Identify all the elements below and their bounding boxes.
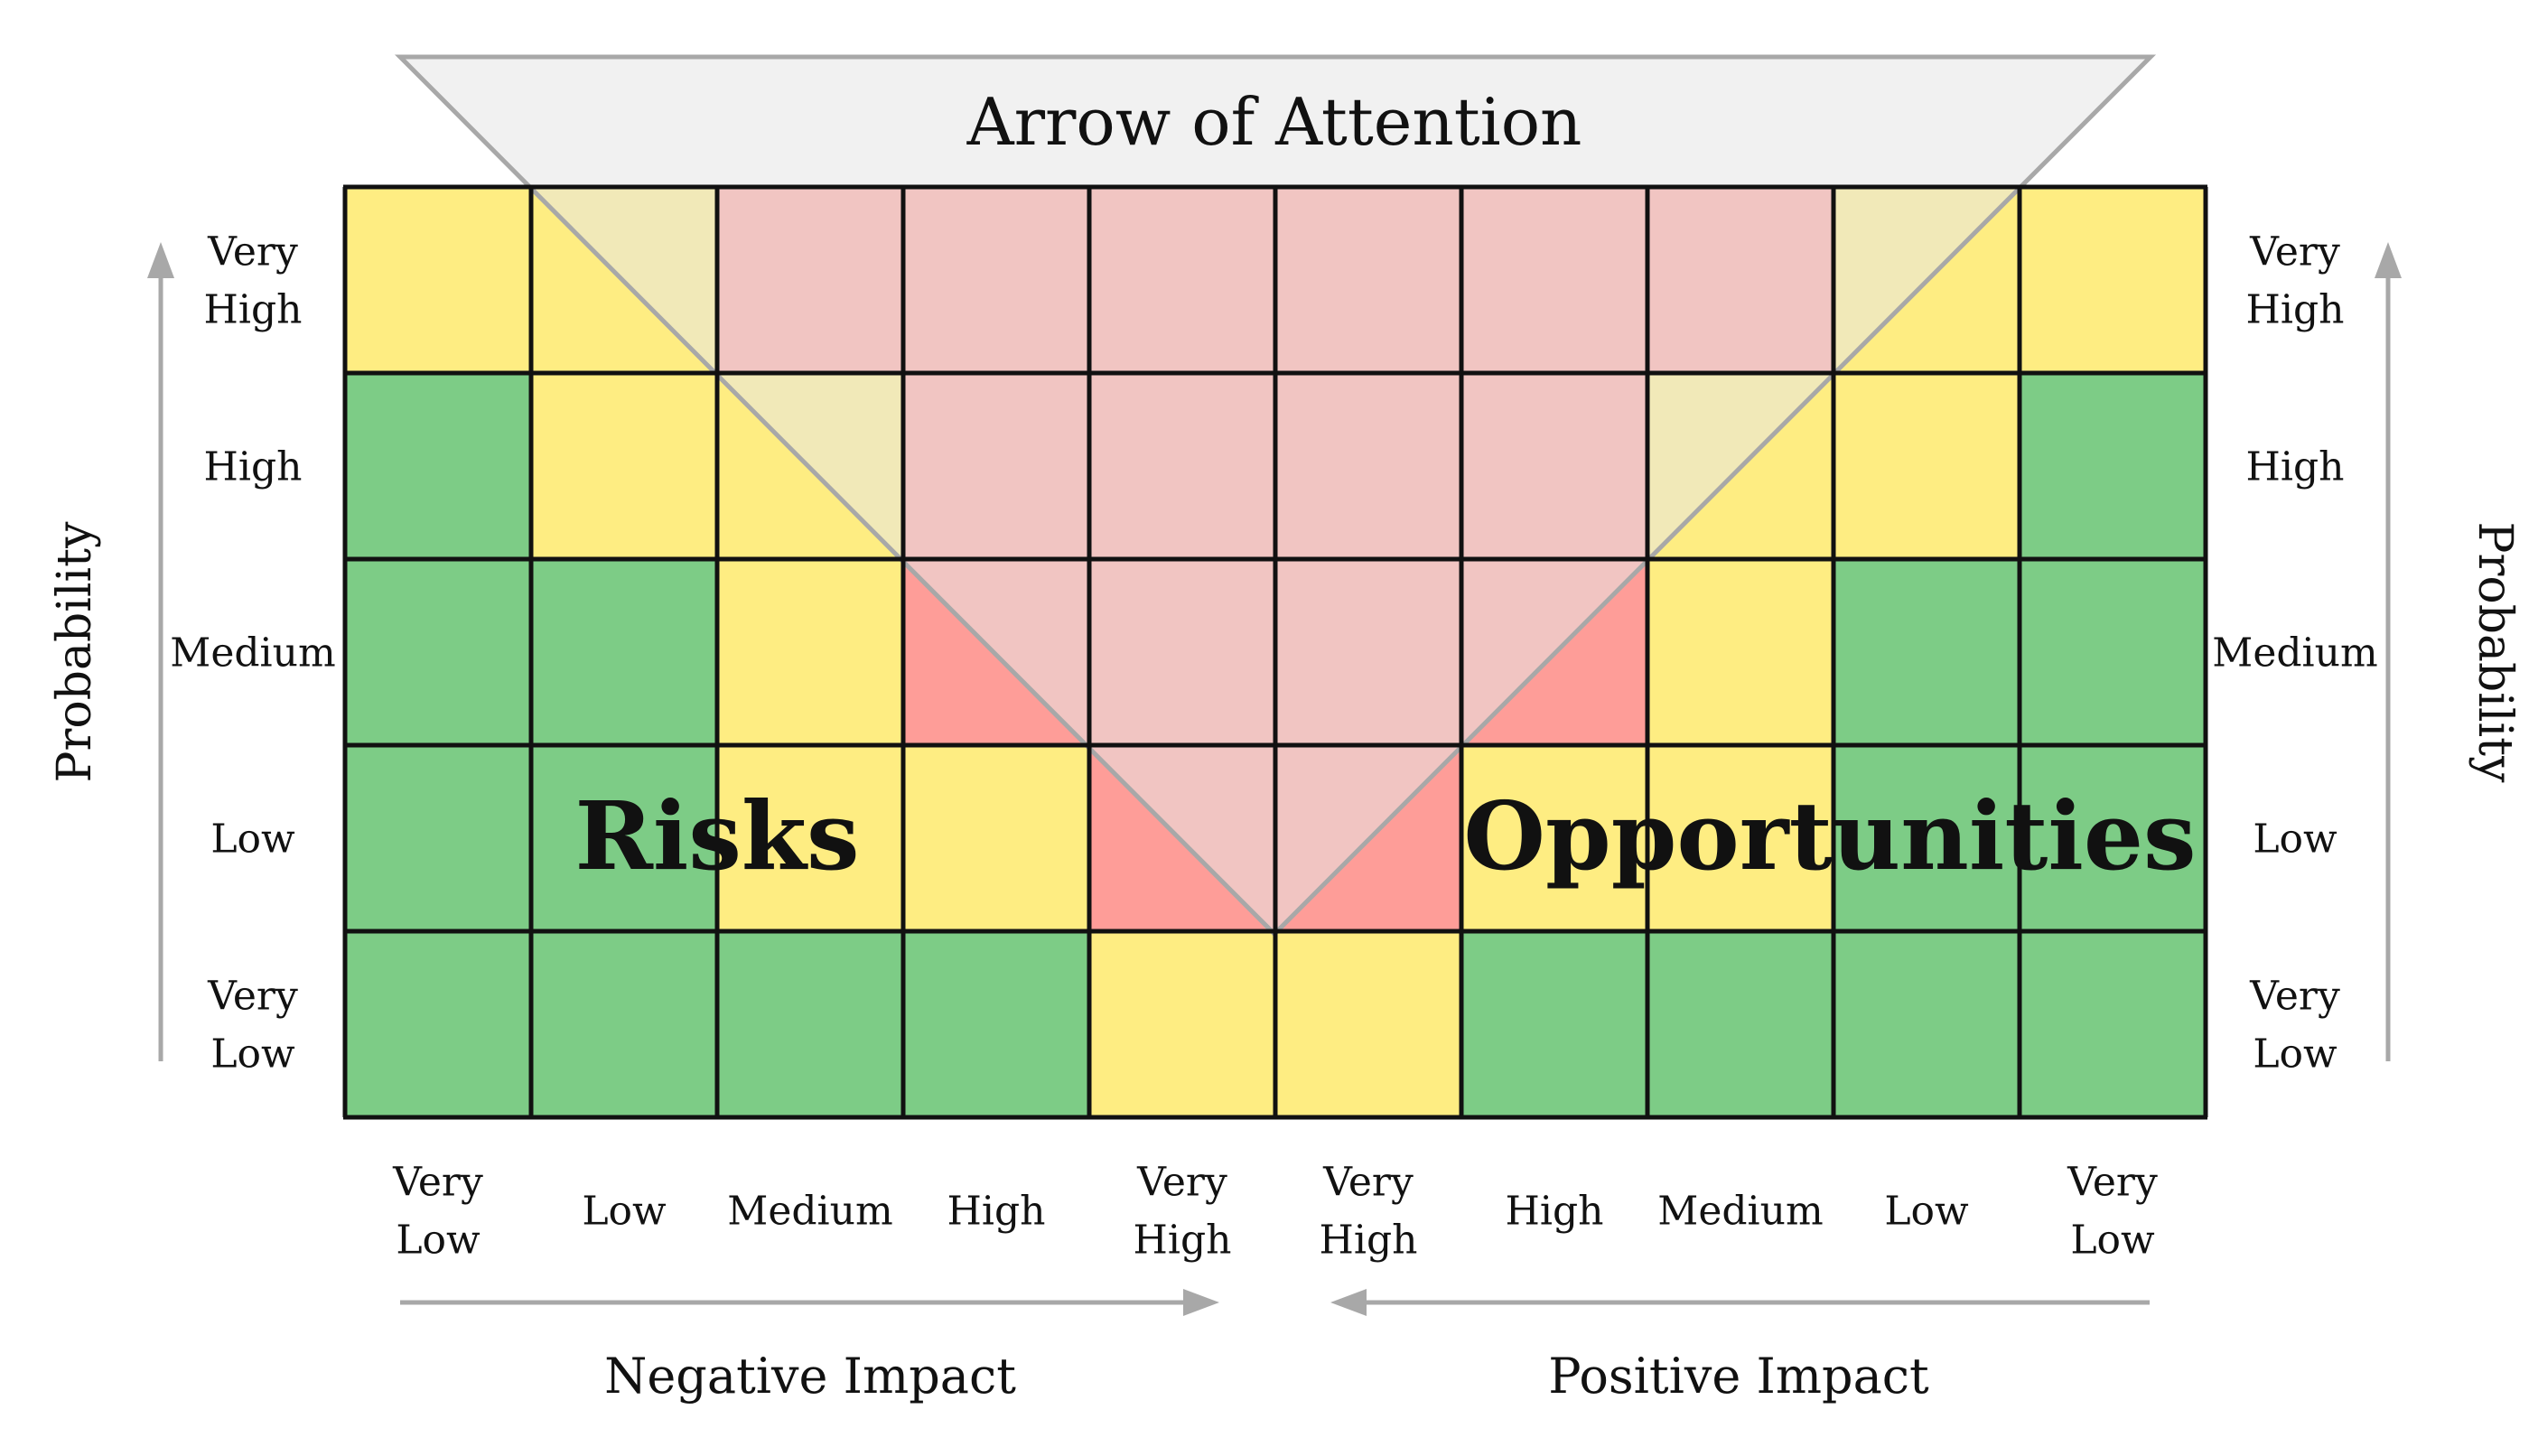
opportunities-label: Opportunities — [1463, 780, 2196, 891]
matrix-cell — [345, 931, 531, 1117]
probability-label-left: High — [204, 443, 303, 490]
impact-label: High — [1506, 1188, 1604, 1234]
probability-label-right-line: Low — [2253, 816, 2337, 862]
matrix-labels: Very High Very High High High Medium Medium Low L… — [48, 84, 2522, 1405]
matrix-cell — [1647, 559, 1834, 745]
impact-label-line: Very — [1322, 1159, 1414, 1205]
probability-arrow-right — [2375, 242, 2402, 1061]
probability-arrow-left-head — [147, 242, 174, 278]
impact-label-line: Very — [2067, 1159, 2158, 1205]
impact-label-line: Medium — [727, 1188, 892, 1234]
axis-arrows — [147, 242, 2402, 1316]
positive-impact-arrow-head — [1330, 1289, 1367, 1316]
title: Arrow of Attention — [966, 84, 1582, 160]
matrix-cell — [1647, 745, 1834, 931]
probability-label-left-line: High — [204, 443, 303, 490]
probability-label-right-line: Low — [2253, 1031, 2337, 1077]
probability-label-right-line: Very — [2249, 973, 2340, 1019]
impact-label: Very Low — [392, 1159, 483, 1263]
impact-label-line: Low — [396, 1217, 481, 1263]
probability-label-left-line: Medium — [170, 630, 335, 676]
probability-label-right-line: Very — [2249, 229, 2340, 275]
probability-label-left: Very Low — [207, 973, 298, 1077]
matrix-cell — [1275, 931, 1461, 1117]
impact-label: Low — [1884, 1188, 1969, 1234]
matrix-cell — [345, 373, 531, 559]
matrix-cell — [1834, 559, 2020, 745]
matrix-cell — [1834, 745, 2020, 931]
matrix-cell — [1089, 931, 1275, 1117]
probability-arrow-left — [147, 242, 174, 1061]
probability-label-right: Very Low — [2249, 973, 2340, 1077]
matrix-cell — [2020, 373, 2206, 559]
matrix-cell — [345, 745, 531, 931]
impact-label: High — [947, 1188, 1046, 1234]
matrix-grid-lines — [342, 184, 2208, 1120]
matrix-cell — [1461, 745, 1647, 931]
matrix-cell — [531, 745, 717, 931]
probability-label-right: Very High — [2246, 229, 2345, 332]
probability-label-left: Medium — [170, 630, 335, 676]
matrix-cell — [1461, 931, 1647, 1117]
impact-label: Medium — [1657, 1188, 1823, 1234]
risks-label: Risks — [574, 780, 859, 891]
impact-label-line: Low — [1884, 1188, 1969, 1234]
impact-label-line: High — [1134, 1217, 1232, 1263]
matrix-cell — [531, 931, 717, 1117]
impact-label: Very High — [1320, 1159, 1418, 1263]
matrix-cell — [345, 187, 531, 373]
impact-label: Very Low — [2067, 1159, 2158, 1263]
probability-label-right-line: High — [2246, 286, 2345, 332]
matrix-cell — [1647, 931, 1834, 1117]
probability-label-left-line: Low — [210, 816, 295, 862]
matrix-cell — [2020, 745, 2206, 931]
impact-label-line: High — [1320, 1217, 1418, 1263]
probability-label-left-line: Very — [207, 973, 298, 1019]
probability-label-left-line: High — [204, 286, 303, 332]
impact-label-line: Very — [392, 1159, 483, 1205]
impact-label: Low — [582, 1188, 667, 1234]
probability-label-left-line: Very — [207, 229, 298, 275]
matrix-cell — [2020, 559, 2206, 745]
impact-label-line: Low — [582, 1188, 667, 1234]
probability-label-left: Low — [210, 816, 295, 862]
probability-label-right-line: High — [2246, 443, 2345, 490]
matrix-cell — [345, 559, 531, 745]
negative-impact-title: Negative Impact — [604, 1348, 1016, 1405]
impact-label-line: Medium — [1657, 1188, 1823, 1234]
matrix-cell — [1834, 373, 2020, 559]
impact-label: Very High — [1134, 1159, 1232, 1263]
impact-label-line: Very — [1136, 1159, 1227, 1205]
matrix-cell — [717, 931, 903, 1117]
probability-label-right: High — [2246, 443, 2345, 490]
matrix-cell — [717, 559, 903, 745]
matrix-cell — [903, 745, 1089, 931]
probability-label-left-line: Low — [210, 1031, 295, 1077]
negative-impact-arrow — [400, 1289, 1219, 1316]
probability-axis-title-left: Probability — [48, 521, 102, 783]
impact-label-line: High — [947, 1188, 1046, 1234]
impact-label-line: Low — [2070, 1217, 2155, 1263]
probability-label-right-line: Medium — [2212, 630, 2377, 676]
positive-impact-title: Positive Impact — [1548, 1348, 1929, 1405]
impact-label: Medium — [727, 1188, 892, 1234]
probability-label-right: Medium — [2212, 630, 2377, 676]
matrix-cell — [1834, 931, 2020, 1117]
matrix-cell — [531, 559, 717, 745]
probability-arrow-right-head — [2375, 242, 2402, 278]
positive-impact-arrow — [1330, 1289, 2150, 1316]
negative-impact-arrow-head — [1183, 1289, 1219, 1316]
matrix-cell — [2020, 187, 2206, 373]
matrix-cell — [531, 373, 717, 559]
probability-label-left: Very High — [204, 229, 303, 332]
probability-axis-title-right: Probability — [2468, 522, 2522, 784]
probability-label-right: Low — [2253, 816, 2337, 862]
matrix-cell — [717, 745, 903, 931]
impact-label-line: High — [1506, 1188, 1604, 1234]
matrix-cell — [903, 931, 1089, 1117]
matrix-cell — [2020, 931, 2206, 1117]
